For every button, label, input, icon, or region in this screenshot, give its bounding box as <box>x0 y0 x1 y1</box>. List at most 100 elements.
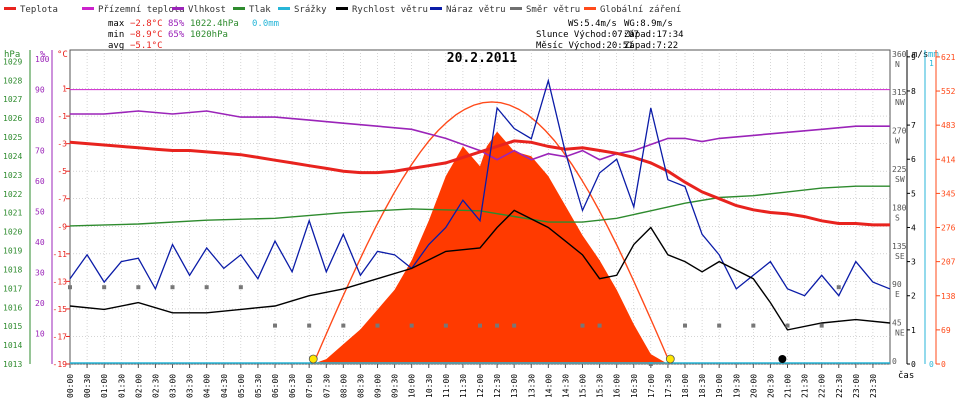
stat-min-pressure: 1020hPa <box>190 30 228 40</box>
wind-tick-label: 9 <box>911 53 916 62</box>
humidity-tick-label: 20 <box>35 299 45 308</box>
radiation-tick-label: 552 <box>941 87 956 96</box>
humidity-tick-label: 10 <box>35 330 45 339</box>
time-tick-label: 16:30 <box>630 374 639 398</box>
wind-direction-point <box>68 285 72 290</box>
radiation-tick-label: 69 <box>941 326 951 335</box>
legend-label: Globální záření <box>600 5 681 15</box>
legend-label: Přízemní teplota <box>98 5 185 15</box>
temp-tick-label: -5 <box>57 167 67 176</box>
time-tick-label: 23:30 <box>869 374 878 398</box>
time-tick-label: 19:30 <box>732 374 741 398</box>
wind-direction-point <box>751 323 756 328</box>
humidity-tick-label: 70 <box>35 147 45 156</box>
time-tick-label: 08:30 <box>356 374 365 398</box>
wind-tick-label: 0 <box>911 360 916 369</box>
hpa-tick-label: 1022 <box>3 190 22 199</box>
time-tick-label: 23:00 <box>852 374 861 398</box>
temp-tick-label: -9 <box>57 222 67 231</box>
direction-tick-label: SE <box>895 252 905 261</box>
stat-max-temp: −2.8°C <box>130 19 163 29</box>
wind-direction-point <box>375 323 380 328</box>
radiation-tick-label: 483 <box>941 121 956 130</box>
direction-tick-label: 0 <box>892 357 897 366</box>
legend-entry: Směr větru <box>510 5 580 15</box>
stat-max-pressure: 1022.4hPa <box>190 19 239 29</box>
hpa-tick-label: 1027 <box>3 95 22 104</box>
direction-tick-label: N <box>895 60 900 69</box>
legend-label: Vlhkost <box>188 5 226 15</box>
radiation-tick-label: 207 <box>941 258 956 267</box>
radiation-tick-label: 345 <box>941 189 956 198</box>
pressure-line <box>69 185 890 227</box>
legend-label: Směr větru <box>526 5 580 15</box>
time-tick-label: 21:30 <box>801 374 810 398</box>
humidity-tick-label: 40 <box>35 238 45 247</box>
event-markers <box>308 354 787 364</box>
wind-direction-point <box>648 362 653 366</box>
hpa-tick-label: 1016 <box>3 303 22 312</box>
wind-direction-point <box>170 285 175 290</box>
time-tick-label: 06:00 <box>271 374 280 398</box>
temperature-line <box>69 139 890 227</box>
axis-unit-percent: % <box>40 50 46 60</box>
direction-tick-label: NE <box>895 329 905 338</box>
stat-max-rain: 0.0mm <box>252 19 279 29</box>
time-tick-label: 13:00 <box>510 374 519 398</box>
hpa-tick-label: 1019 <box>3 247 22 256</box>
stat-avg-temp: −5.1°C <box>130 41 163 51</box>
wind-speed-line <box>69 209 891 331</box>
stat-min-temp: −8.9°C <box>130 30 163 40</box>
legend-label: Tlak <box>249 5 271 15</box>
time-tick-label: 09:00 <box>374 374 383 398</box>
direction-tick-label: W <box>895 137 900 146</box>
time-tick-label: 13:30 <box>527 374 536 398</box>
info-wind-gust: WG:8.9m/s <box>624 19 673 29</box>
time-tick-label: 05:00 <box>237 374 246 398</box>
wind-direction-point <box>204 285 209 290</box>
time-tick-label: 03:00 <box>169 374 178 398</box>
time-tick-label: 07:00 <box>305 374 314 398</box>
time-tick-label: 17:30 <box>664 374 673 398</box>
legend-label: Náraz větru <box>446 5 506 15</box>
legend-entry: Vlhkost <box>172 5 226 15</box>
time-tick-label: 09:30 <box>391 374 400 398</box>
temp-tick-label: 1 <box>62 85 67 94</box>
legend-entry: Teplota <box>4 5 58 15</box>
radiation-tick-label: 276 <box>941 224 956 233</box>
axis-unit-mm: mm <box>928 50 939 60</box>
time-tick-label: 10:30 <box>425 374 434 398</box>
x-axis-label: čas <box>898 370 914 381</box>
time-tick-label: 18:00 <box>681 374 690 398</box>
axis-ticks: 1029102810271026102510241023102210211020… <box>3 50 956 398</box>
stat-label: min <box>108 30 124 40</box>
wind-direction-point <box>512 323 517 328</box>
time-tick-label: 05:30 <box>254 374 263 398</box>
direction-tick-label: 270 <box>892 127 907 136</box>
wind-direction-point <box>717 323 722 328</box>
time-tick-label: 15:30 <box>596 374 605 398</box>
wind-direction-point <box>819 323 824 328</box>
info-block: WS:5.4m/s WG:8.9m/s Slunce Východ:07:07 … <box>536 19 684 51</box>
time-tick-label: 22:30 <box>835 374 844 398</box>
temp-tick-label: -17 <box>53 332 68 341</box>
wind-direction-point <box>102 285 107 290</box>
temp-tick-label: -3 <box>57 140 67 149</box>
hpa-tick-label: 1013 <box>3 360 22 369</box>
wind-tick-label: 7 <box>911 121 916 130</box>
info-moon-set: Západ:7:22 <box>624 41 678 51</box>
time-tick-label: 03:30 <box>186 374 195 398</box>
axis-unit-celsius: °C <box>57 50 68 60</box>
time-tick-label: 08:00 <box>339 374 348 398</box>
wind-direction-point <box>409 323 414 328</box>
humidity-tick-label: 50 <box>35 208 45 217</box>
hpa-tick-label: 1024 <box>3 152 22 161</box>
wind-direction-point <box>836 285 841 290</box>
time-tick-label: 07:30 <box>322 374 331 398</box>
time-tick-label: 12:30 <box>493 374 502 398</box>
humidity-tick-label: 90 <box>35 86 45 95</box>
time-tick-label: 02:30 <box>151 374 160 398</box>
legend-entry: Přízemní teplota <box>82 5 185 15</box>
wind-tick-label: 1 <box>911 326 916 335</box>
